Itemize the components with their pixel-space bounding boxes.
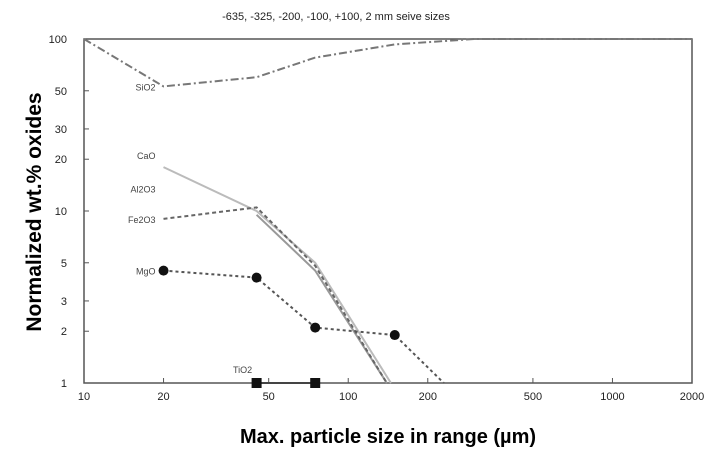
series-label-mgo: MgO: [136, 267, 156, 277]
x-tick-label: 100: [339, 391, 357, 403]
x-tick-label: 10: [78, 391, 90, 403]
x-axis-title: Max. particle size in range (µm): [240, 426, 536, 448]
x-tick-label: 50: [263, 391, 275, 403]
data-point-mgo: [158, 265, 169, 276]
data-point-tio2: [310, 378, 321, 388]
series-label-fe2o3: Fe2O3: [128, 215, 156, 225]
series-label-tio2: TiO2: [233, 365, 252, 375]
y-axis: 1 2 3 5 10 20 30 50 100: [49, 34, 89, 390]
y-axis-title: Normalized wt.% oxides: [23, 92, 46, 331]
data-point-mgo: [389, 330, 400, 341]
x-tick-label: 1000: [600, 391, 624, 403]
y-tick-label: 3: [61, 296, 67, 308]
series-line-sio2: [83, 38, 692, 88]
y-tick-label: 2: [61, 326, 67, 338]
x-tick-label: 20: [157, 391, 169, 403]
series-line-fe2o3: [163, 206, 388, 384]
y-tick-label: 100: [49, 34, 67, 46]
x-axis: 10 20 50 100 200 500 1000 2000: [78, 378, 704, 403]
x-tick-label: 500: [524, 391, 542, 403]
series-label-al2o3: Al2O3: [131, 185, 156, 195]
y-tick-label: 1: [61, 378, 67, 390]
y-tick-label: 30: [55, 124, 67, 136]
y-tick-label: 20: [55, 154, 67, 166]
data-point-tio2: [251, 378, 262, 388]
data-point-mgo: [310, 322, 321, 333]
y-tick-label: 50: [55, 86, 67, 98]
data-point-mgo: [251, 272, 262, 283]
series-label-cao: CaO: [137, 151, 156, 161]
series-label-layer: SiO2 CaO Al2O3 Fe2O3 MgO TiO2: [128, 82, 252, 375]
series-label-sio2: SiO2: [136, 82, 156, 92]
series-layer: [83, 38, 692, 388]
y-tick-label: 10: [55, 206, 67, 218]
x-tick-label: 2000: [680, 391, 704, 403]
chart-subtitle: -635, -325, -200, -100, +100, 2 mm seive…: [222, 11, 450, 23]
x-tick-label: 200: [419, 391, 437, 403]
y-tick-label: 5: [61, 258, 67, 270]
plot-frame: [83, 38, 693, 384]
